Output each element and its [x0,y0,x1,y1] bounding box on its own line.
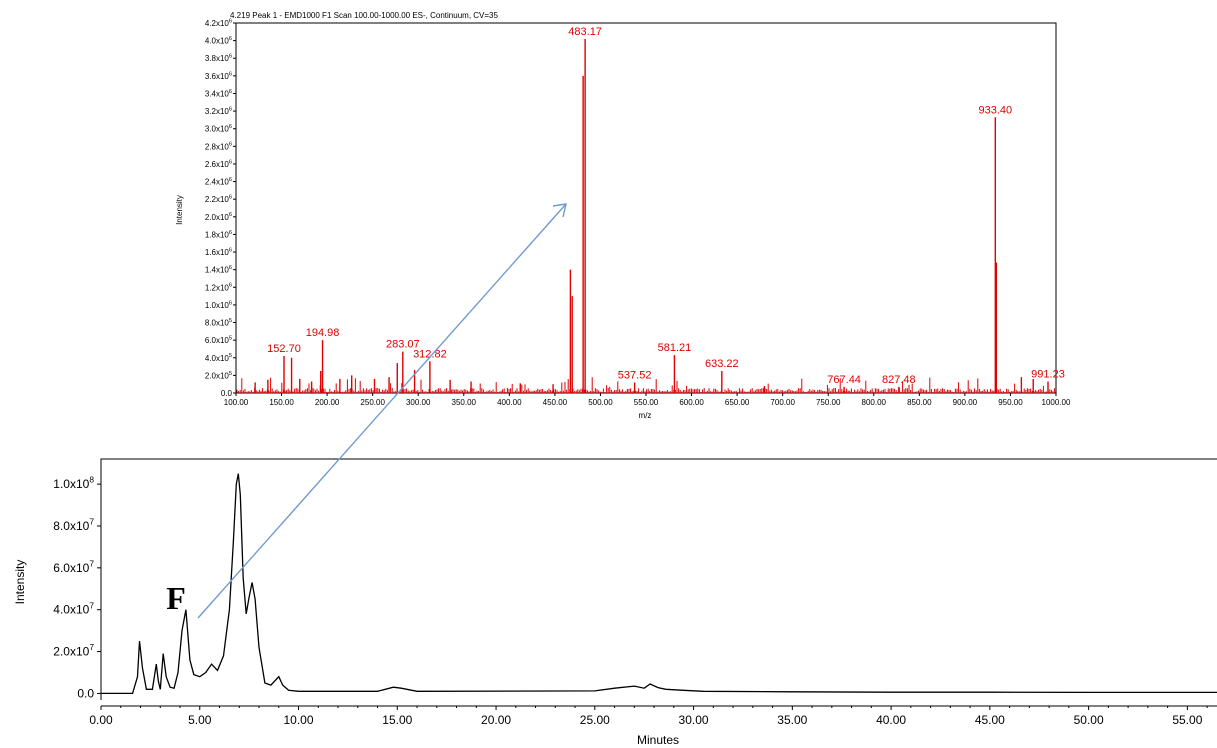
peak-label: 767.44 [827,374,861,386]
x-tick-label: 100.00 [224,398,249,407]
x-tick-label: 150.00 [269,398,294,407]
y-tick-label: 2.4x106 [205,177,232,187]
peak-label: 312.82 [413,348,447,360]
y-tick-label: 4.2x106 [205,18,232,28]
x-tick-label: 300.00 [406,398,431,407]
x-tick-label: 1000.00 [1042,398,1071,407]
x-tick-label: 200.00 [315,398,340,407]
y-tick-label: 1.8x106 [205,230,232,240]
y-tick-label: 2.0x106 [205,212,232,222]
y-tick-label: 2.8x106 [205,142,232,152]
baseline-noise [236,377,1056,393]
y-axis-label: Intensity [13,560,27,605]
y-tick-label: 6.0x105 [205,336,232,346]
peak-label: 152.70 [267,343,301,355]
peak-f-label: F [166,580,186,616]
x-tick-label: 20.00 [481,713,511,727]
y-tick-label: 4.0x106 [205,36,232,46]
link-arrow [197,203,567,619]
x-axis-label: Minutes [637,733,679,747]
chromatogram-trace [101,473,1217,695]
plot-frame [235,22,1057,394]
peak-label: 827.48 [882,374,916,386]
y-tick-label: 3.0x106 [205,124,232,134]
x-tick-label: 55.00 [1172,713,1202,727]
y-tick-label: 4.0x107 [53,600,94,616]
x-tick-label: 5.00 [188,713,212,727]
x-tick-label: 35.00 [777,713,807,727]
peak-label: 483.17 [568,26,602,38]
y-tick-label: 2.2x106 [205,195,232,205]
peak-label: 581.21 [658,342,692,354]
x-tick-label: 0.00 [89,713,113,727]
y-tick-label: 3.4x106 [205,89,232,99]
x-tick-label: 50.00 [1074,713,1104,727]
y-tick-label: 1.2x106 [205,283,232,293]
x-tick-label: 500.00 [588,398,613,407]
plot-frame [100,458,1217,700]
x-tick-label: 400.00 [497,398,522,407]
x-tick-label: 25.00 [580,713,610,727]
y-tick-label: 0.0 [77,686,94,700]
x-tick-label: 850.00 [907,398,932,407]
x-tick-label: 250.00 [360,398,385,407]
y-tick-label: 0.0 [221,389,233,398]
y-tick-label: 1.6x106 [205,247,232,257]
peak-label: 537.52 [618,369,652,381]
x-tick-label: 750.00 [816,398,841,407]
y-tick-label: 2.0x107 [53,642,94,658]
x-tick-label: 10.00 [284,713,314,727]
y-tick-label: 2.6x106 [205,159,232,169]
peak-label: 933.40 [978,104,1012,116]
x-axis-label: m/z [639,411,652,420]
x-tick-label: 450.00 [543,398,568,407]
peak-label: 633.22 [705,358,739,370]
x-tick-label: 40.00 [876,713,906,727]
x-tick-label: 700.00 [770,398,795,407]
x-tick-label: 350.00 [452,398,477,407]
y-tick-label: 4.0x105 [205,353,232,363]
x-tick-label: 950.00 [998,398,1023,407]
x-tick-label: 800.00 [862,398,887,407]
y-tick-label: 6.0x107 [53,558,94,574]
x-tick-label: 650.00 [725,398,750,407]
y-tick-label: 3.2x106 [205,106,232,116]
x-tick-label: 900.00 [953,398,978,407]
y-tick-label: 8.0x105 [205,318,232,328]
chart-title: 4.219 Peak 1 - EMD1000 F1 Scan 100.00-10… [230,11,498,20]
y-tick-label: 3.6x106 [205,71,232,81]
chromatogram-chart: 0.0 2.0x107 4.0x107 6.0x107 8.0x107 1.0x108 0… [13,458,1217,747]
x-tick-label: 550.00 [634,398,659,407]
mass-spectrum-chart: 4.219 Peak 1 - EMD1000 F1 Scan 100.00-10… [175,11,1071,420]
x-tick-label: 30.00 [679,713,709,727]
peak-label: 283.07 [386,339,420,351]
peak-label: 194.98 [306,327,340,339]
y-tick-label: 1.0x108 [53,475,94,491]
y-tick-label: 1.4x106 [205,265,232,275]
peak-label: 991.23 [1031,369,1065,381]
x-tick-label: 45.00 [975,713,1005,727]
y-tick-label: 3.8x106 [205,54,232,64]
y-tick-label: 1.0x106 [205,300,232,310]
x-tick-label: 15.00 [382,713,412,727]
y-tick-label: 8.0x107 [53,517,94,533]
y-axis-label: Intensity [175,195,184,225]
y-tick-label: 2.0x105 [205,371,232,381]
x-tick-label: 600.00 [679,398,704,407]
